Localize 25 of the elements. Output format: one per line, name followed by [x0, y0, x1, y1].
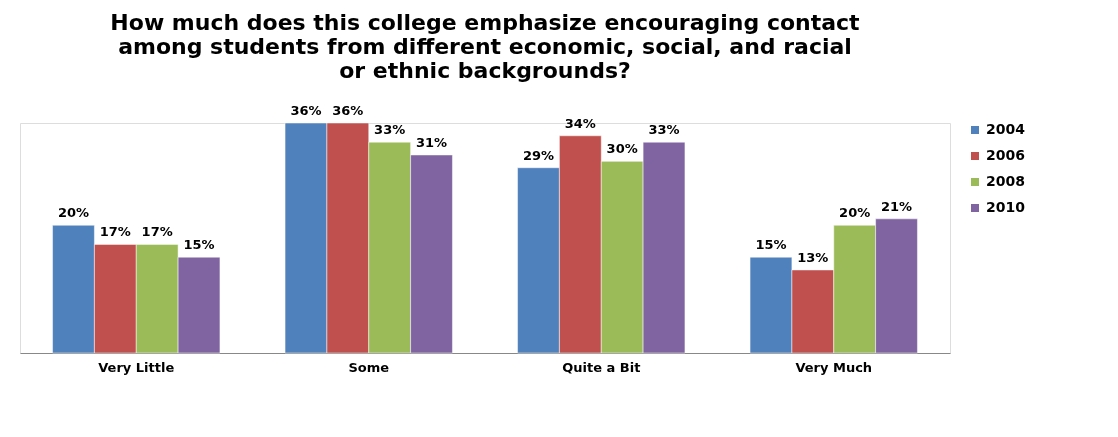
- legend-label: 2008: [986, 173, 1025, 189]
- data-label: 29%: [522, 147, 555, 163]
- data-label: 36%: [332, 103, 364, 118]
- data-label: 34%: [564, 115, 596, 131]
- legend-label: 2004: [986, 121, 1026, 137]
- data-label: 15%: [755, 237, 787, 253]
- data-label: 17%: [99, 224, 131, 240]
- x-tick-label: Some: [348, 359, 390, 375]
- chart-title: How much does this college emphasize encouraging contact among students from different economic, social, and racial or ethnic backgrounds?: [110, 10, 861, 83]
- data-label: 20%: [839, 205, 871, 221]
- data-label: 20%: [57, 205, 90, 221]
- legend-label: 2006: [986, 147, 1025, 163]
- x-tick-label: Quite a Bit: [562, 359, 641, 375]
- data-label: 15%: [183, 237, 215, 253]
- data-label: 33%: [648, 122, 680, 138]
- data-label: 33%: [374, 122, 406, 138]
- data-label: 13%: [797, 249, 829, 265]
- data-label: 17%: [141, 224, 173, 240]
- data-label: 30%: [606, 141, 638, 157]
- data-label: 31%: [415, 134, 448, 150]
- data-label: 36%: [290, 103, 322, 118]
- x-tick-label: Very Much: [795, 359, 873, 375]
- legend-label: 2010: [986, 199, 1026, 215]
- x-tick-label: Very Little: [98, 359, 175, 375]
- data-label: 21%: [880, 198, 913, 214]
